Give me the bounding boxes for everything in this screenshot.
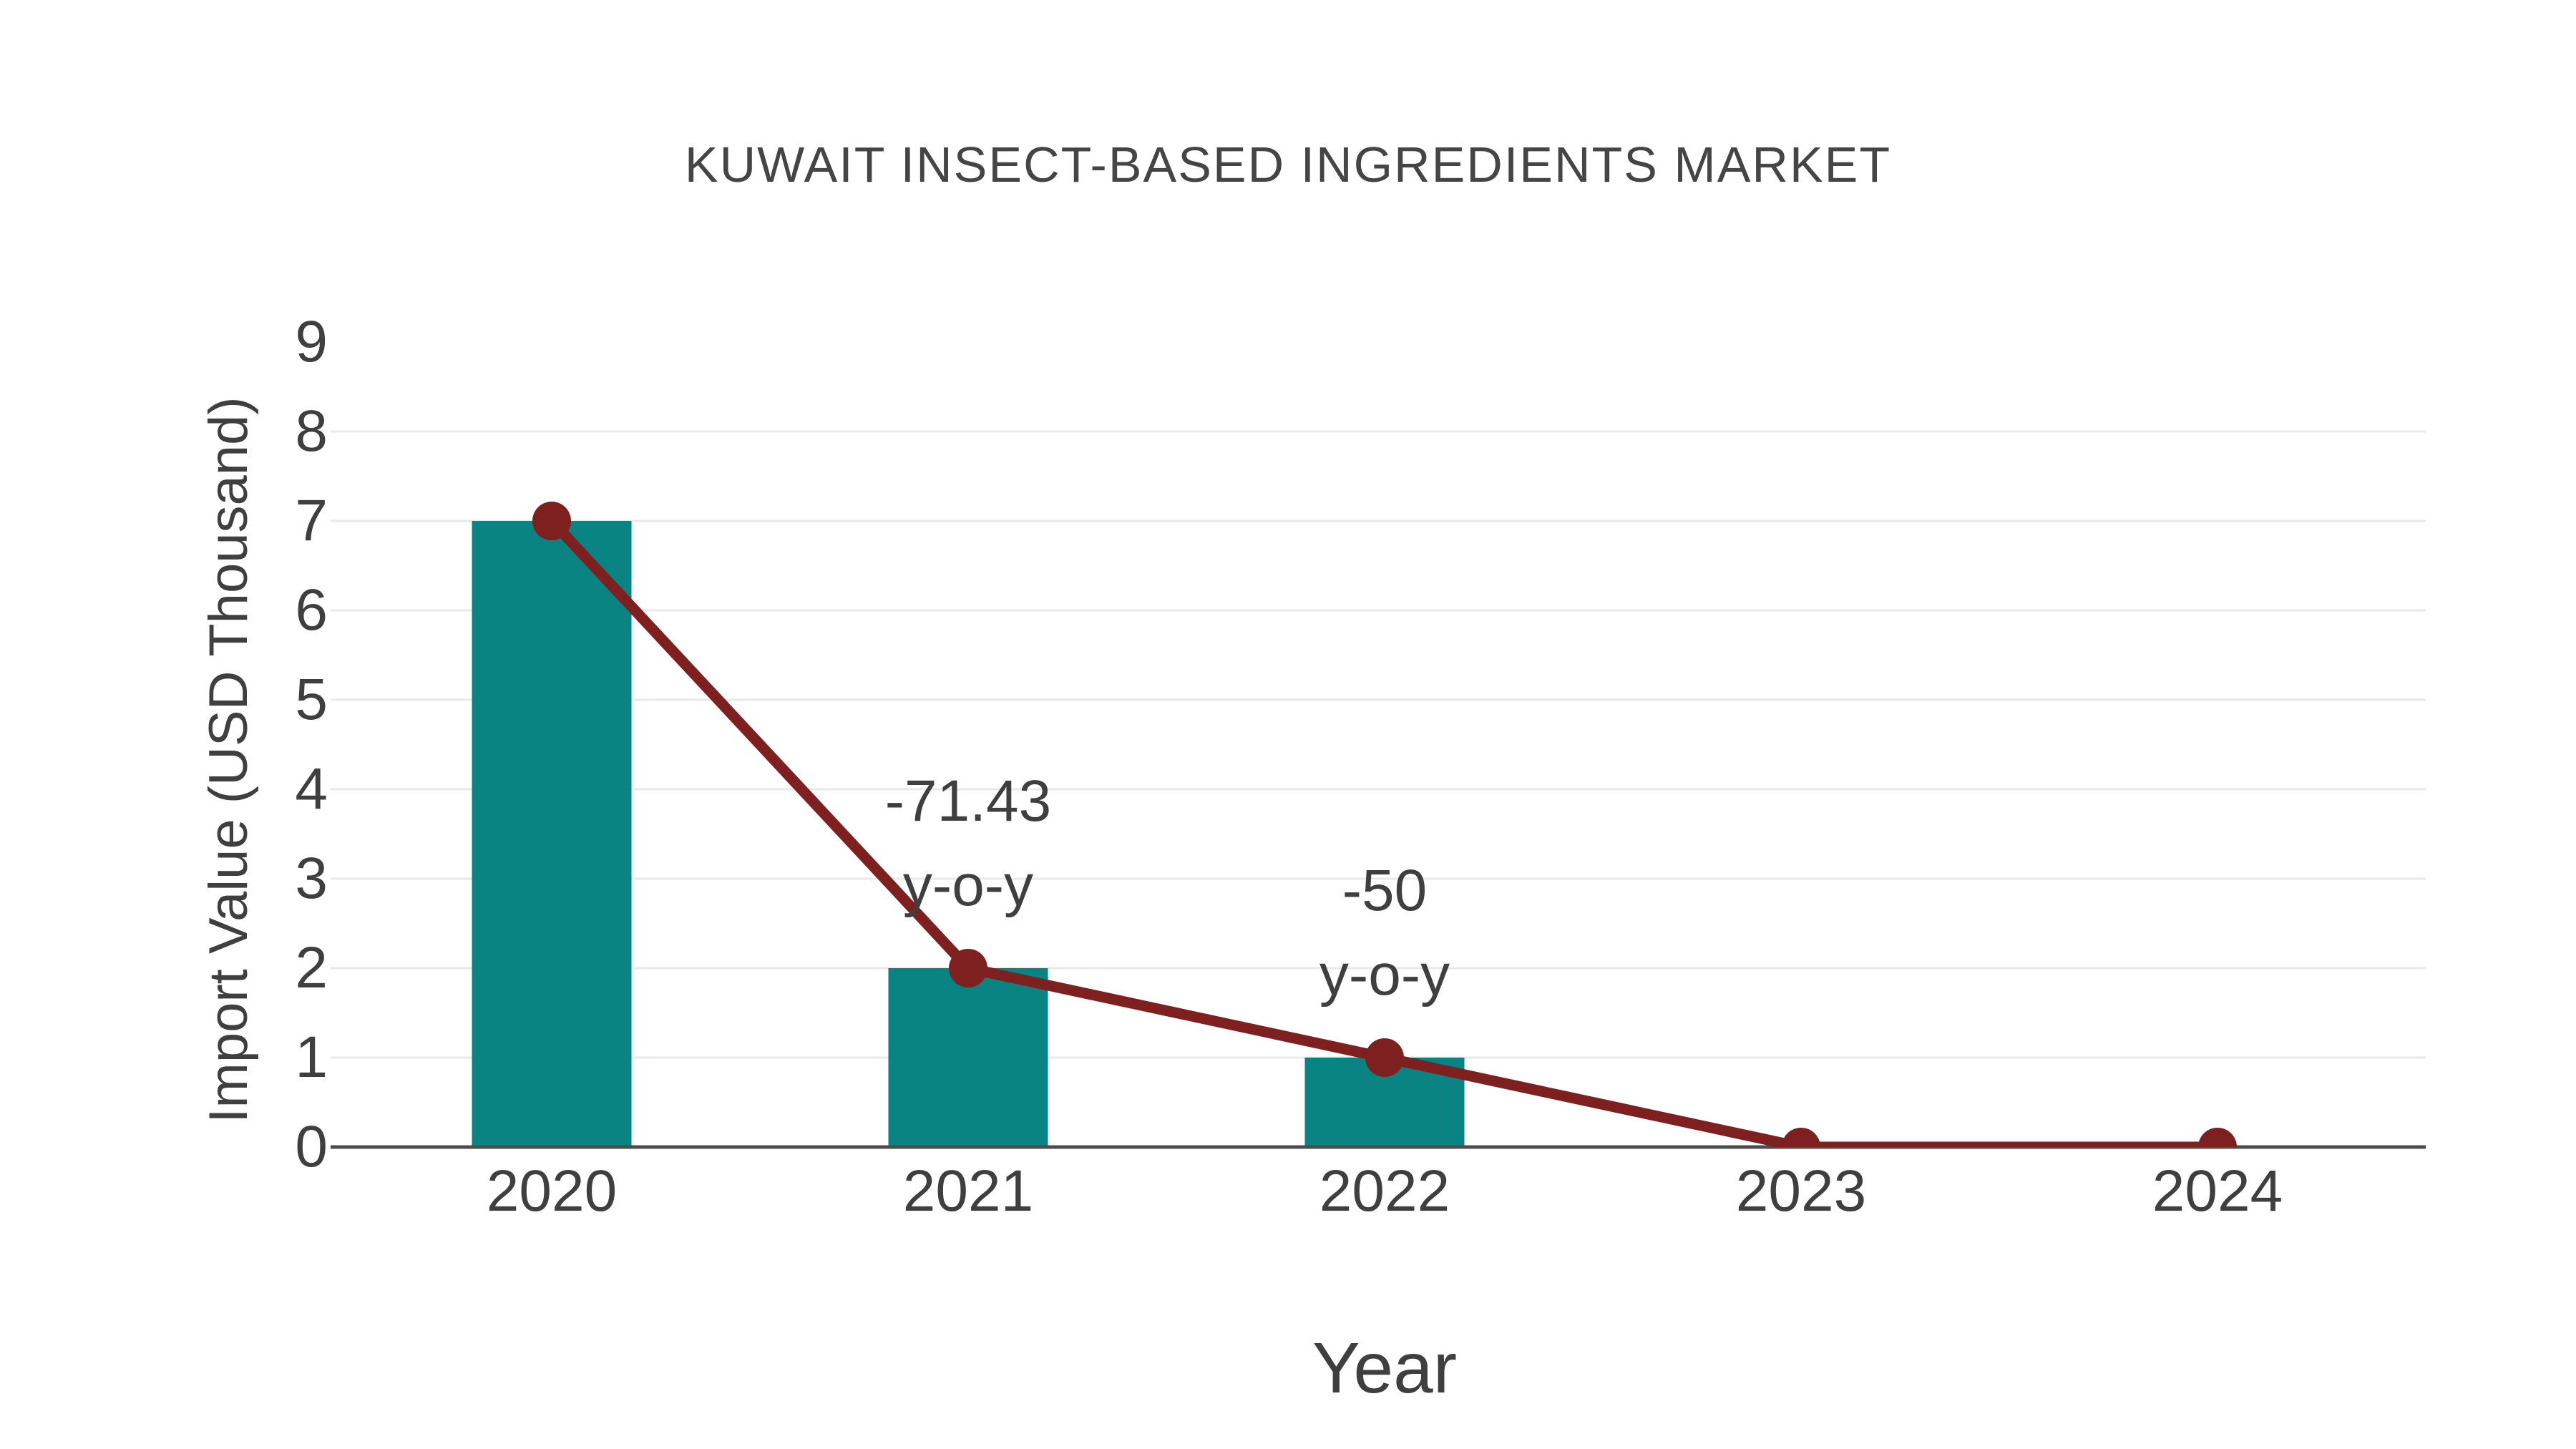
y-tick-label-0: 0 [295, 1114, 328, 1179]
annotation-2021-line2: y-o-y [902, 853, 1034, 918]
y-tick-label-5: 5 [295, 667, 328, 732]
y-tick-label-9: 9 [295, 309, 328, 374]
annotation-2022-line1: -50 [1342, 858, 1428, 923]
x-tick-label-2021: 2021 [902, 1158, 1034, 1224]
bar-2020 [472, 521, 632, 1147]
x-tick-label-2020: 2020 [486, 1158, 618, 1224]
x-tick-label-2023: 2023 [1735, 1158, 1867, 1224]
annotation-2021-line1: -71.43 [884, 769, 1052, 834]
y-tick-label-2: 2 [295, 935, 328, 1000]
marker-2022 [1365, 1038, 1404, 1077]
chart-title: KUWAIT INSECT-BASED INGREDIENTS MARKET [684, 137, 1892, 192]
x-tick-label-2022: 2022 [1319, 1158, 1450, 1224]
marker-2023 [1782, 1128, 1820, 1147]
x-tick-label-2024: 2024 [2152, 1158, 2283, 1224]
annotation-2022-line2: y-o-y [1319, 942, 1450, 1008]
marker-2021 [949, 949, 987, 987]
y-tick-label-3: 3 [295, 846, 328, 911]
marker-2020 [532, 502, 571, 540]
y-tick-label-1: 1 [295, 1025, 328, 1090]
y-tick-label-7: 7 [295, 488, 328, 553]
y-tick-label-6: 6 [295, 577, 328, 643]
marker-2024 [2198, 1128, 2237, 1147]
bar-2021 [888, 968, 1048, 1147]
x-axis-title: Year [1312, 1328, 1458, 1408]
y-tick-label-8: 8 [295, 399, 328, 464]
y-tick-label-4: 4 [295, 756, 328, 821]
